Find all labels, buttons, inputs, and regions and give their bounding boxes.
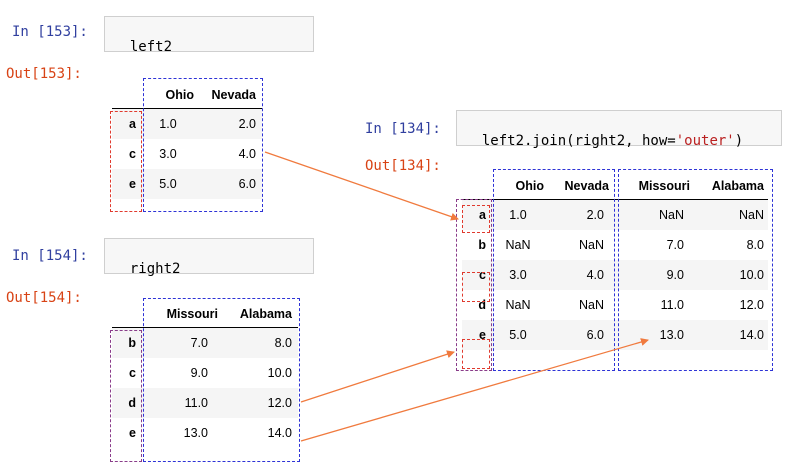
code-string-literal: 'outer' [675, 133, 735, 149]
table-row: b NaN NaN 7.0 8.0 [462, 230, 768, 260]
row-index: b [128, 335, 136, 350]
arrow-right2-row-e-to-join [300, 338, 649, 442]
row-index: d [478, 297, 486, 312]
table-cell: NaN [505, 237, 531, 252]
table-cell: 11.0 [184, 395, 208, 410]
table-row: e 5.0 6.0 13.0 14.0 [462, 319, 768, 350]
column-header: Nevada [544, 173, 614, 200]
table-cell: 10.0 [739, 267, 764, 282]
table-cell: 5.0 [159, 176, 177, 191]
table-row: a 1.0 2.0 NaN NaN [462, 199, 768, 230]
joined-dataframe: Ohio Nevada Missouri Alabama a 1.0 2.0 N… [462, 173, 768, 350]
code-text: left2 [129, 39, 173, 55]
table-cell: NaN [658, 207, 684, 222]
code-text: left2.join(right2, how= [481, 133, 676, 149]
code-cell-134[interactable]: left2.join(right2, how='outer') [456, 110, 782, 149]
column-header: Missouri [614, 173, 694, 200]
code-text: right2 [129, 261, 181, 277]
out-prompt-154: Out[154]: [6, 290, 82, 306]
code-cell-154[interactable]: right2 [104, 238, 314, 277]
table-cell: 7.0 [190, 335, 208, 350]
table-cell: 3.0 [509, 267, 527, 282]
table-cell: 4.0 [238, 146, 256, 161]
table-cell: NaN [578, 297, 604, 312]
table-cell: 12.0 [267, 395, 292, 410]
table-cell: 3.0 [159, 146, 177, 161]
table-cell: 14.0 [739, 327, 764, 342]
table-cell: 6.0 [238, 176, 256, 191]
table-cell: 2.0 [238, 116, 256, 131]
column-header: Alabama [218, 301, 298, 328]
table-cell: 9.0 [190, 365, 208, 380]
row-index: c [129, 365, 136, 380]
left2-dataframe: Ohio Nevada a 1.0 2.0 c 3.0 4.0 e 5.0 6.… [112, 82, 262, 199]
table-cell: NaN [578, 237, 604, 252]
row-index: c [479, 267, 486, 282]
table-cell: 9.0 [666, 267, 684, 282]
column-header: Ohio [492, 173, 544, 200]
table-cell: 2.0 [586, 207, 604, 222]
code-cell-153[interactable]: left2 [104, 16, 314, 55]
table-cell: NaN [505, 297, 531, 312]
table-row: c 3.0 4.0 [112, 139, 262, 169]
table-cell: 1.0 [159, 116, 177, 131]
row-index: e [129, 176, 136, 191]
row-index: e [479, 327, 486, 342]
row-index: c [129, 146, 136, 161]
table-cell: 8.0 [746, 237, 764, 252]
table-cell: 5.0 [509, 327, 527, 342]
out-prompt-134: Out[134]: [365, 158, 441, 174]
code-text: ) [734, 133, 744, 149]
in-prompt-154: In [154]: [12, 248, 88, 264]
table-cell: 4.0 [586, 267, 604, 282]
table-cell: 13.0 [659, 327, 684, 342]
table-cell: 12.0 [739, 297, 764, 312]
in-prompt-134: In [134]: [365, 121, 441, 137]
table-cell: 10.0 [267, 365, 292, 380]
table-cell: 14.0 [267, 425, 292, 440]
arrow-right2-row-d-to-join [300, 350, 455, 403]
table-cell: 6.0 [586, 327, 604, 342]
table-cell: 13.0 [183, 425, 208, 440]
row-index: b [478, 237, 486, 252]
row-index: d [128, 395, 136, 410]
column-header: Ohio [142, 82, 194, 109]
table-cell: 11.0 [660, 297, 684, 312]
table-row: c 9.0 10.0 [112, 358, 298, 388]
table-cell: 7.0 [666, 237, 684, 252]
table-row: c 3.0 4.0 9.0 10.0 [462, 259, 768, 290]
arrow-left2-to-join [264, 151, 459, 221]
row-index: a [479, 207, 486, 222]
column-header: Alabama [694, 173, 768, 200]
table-row: e 13.0 14.0 [112, 418, 298, 448]
table-row: e 5.0 6.0 [112, 168, 262, 199]
row-index: e [129, 425, 136, 440]
table-cell: 1.0 [509, 207, 527, 222]
table-row: a 1.0 2.0 [112, 108, 262, 139]
table-row: d NaN NaN 11.0 12.0 [462, 290, 768, 320]
out-prompt-153: Out[153]: [6, 66, 82, 82]
table-cell: NaN [738, 207, 764, 222]
in-prompt-153: In [153]: [12, 24, 88, 40]
column-header: Missouri [142, 301, 218, 328]
row-index: a [129, 116, 136, 131]
column-header: Nevada [194, 82, 262, 109]
table-cell: 8.0 [274, 335, 292, 350]
